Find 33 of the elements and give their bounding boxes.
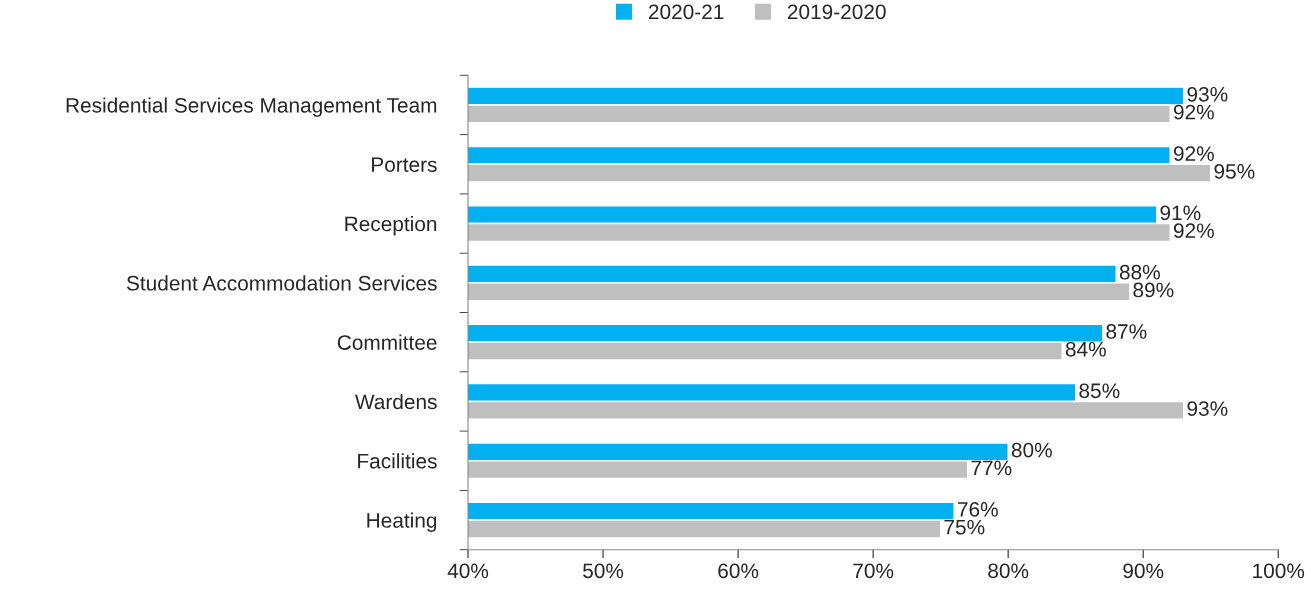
y-tick-label: Residential Services Management Team — [66, 97, 437, 117]
y-tick-label: Committee — [337, 334, 437, 350]
data-label: 92% — [1173, 146, 1214, 161]
data-label: 87% — [1106, 324, 1147, 339]
data-label: 95% — [1214, 164, 1255, 179]
y-tick-label: Facilities — [358, 453, 437, 469]
x-tick-label: 80% — [988, 563, 1029, 579]
data-label: 77% — [971, 460, 1012, 476]
data-label: 75% — [944, 519, 985, 535]
legend-label: 2019-2020 — [787, 4, 886, 20]
x-tick-label: 100% — [1253, 563, 1305, 579]
y-tick-label: Student Accommodation Services — [126, 275, 437, 291]
legend-label: 2020-21 — [648, 4, 724, 20]
data-label: 80% — [1011, 442, 1052, 458]
x-tick-label: 50% — [583, 563, 624, 579]
x-tick-label: 90% — [1123, 563, 1164, 579]
y-tick-label: Reception — [345, 216, 437, 236]
y-tick-label: Porters — [372, 157, 437, 173]
data-label: 89% — [1133, 282, 1174, 298]
y-tick-label: Wardens — [354, 393, 437, 410]
data-label: 93% — [1187, 401, 1228, 416]
data-label: 84% — [1065, 341, 1106, 357]
x-tick-label: 60% — [718, 563, 759, 579]
data-label: 93% — [1187, 86, 1228, 102]
y-tick-label: Heating — [367, 512, 437, 532]
data-label: 91% — [1160, 205, 1201, 221]
data-label: 92% — [1173, 223, 1214, 239]
x-tick-label: 40% — [447, 563, 489, 579]
x-tick-label: 70% — [853, 563, 894, 579]
data-label: 88% — [1119, 264, 1160, 280]
data-label: 92% — [1173, 104, 1214, 120]
data-label: 76% — [957, 502, 998, 517]
data-label: 85% — [1079, 383, 1120, 399]
